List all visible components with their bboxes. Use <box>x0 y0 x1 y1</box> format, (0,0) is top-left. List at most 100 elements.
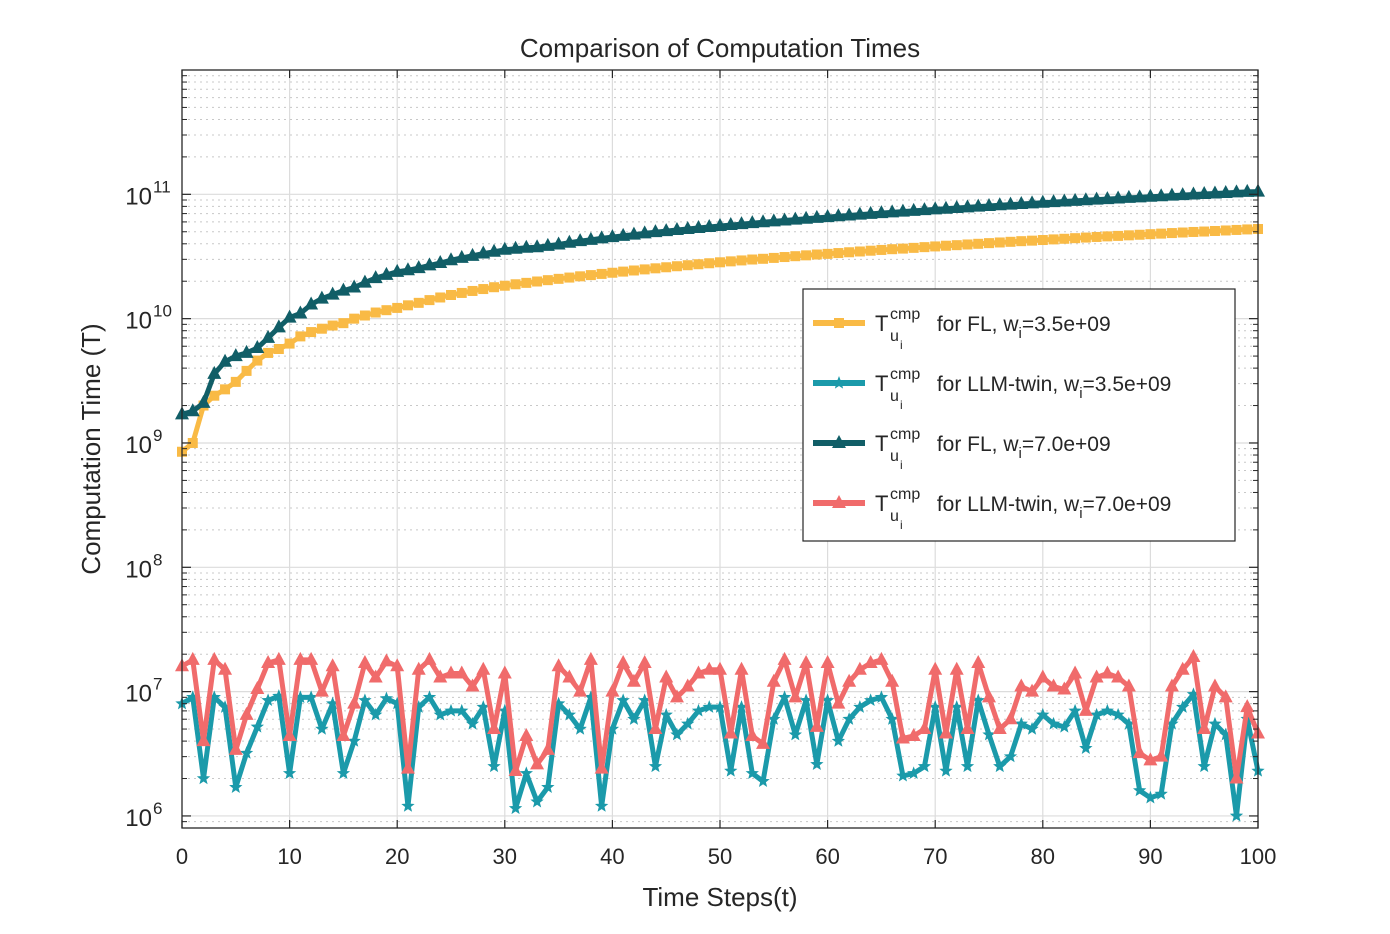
data-point <box>1199 226 1210 237</box>
data-point <box>1059 233 1070 244</box>
data-point <box>982 727 996 741</box>
data-point <box>1197 186 1212 200</box>
data-point <box>583 231 598 245</box>
data-point <box>218 353 233 367</box>
data-point <box>540 741 555 755</box>
data-point <box>1122 716 1136 730</box>
data-point <box>1229 184 1244 198</box>
data-point <box>1186 648 1201 662</box>
data-point <box>1037 235 1048 246</box>
data-point <box>1100 703 1115 717</box>
data-point <box>530 756 545 770</box>
data-point <box>411 661 426 675</box>
data-point <box>422 690 437 703</box>
data-point <box>799 693 813 707</box>
data-point <box>885 673 900 687</box>
data-point <box>370 307 381 318</box>
data-point <box>982 689 996 703</box>
data-point <box>605 722 620 735</box>
data-point <box>704 258 715 269</box>
y-tick-label: 10 <box>125 681 152 708</box>
data-point <box>992 197 1007 211</box>
data-point <box>960 199 975 213</box>
data-point <box>282 727 297 741</box>
data-point <box>756 774 770 787</box>
x-tick-label: 0 <box>176 844 188 869</box>
data-point <box>895 730 910 744</box>
data-point <box>756 214 771 228</box>
data-point <box>487 721 502 735</box>
data-point <box>594 230 609 244</box>
data-point <box>1197 759 1211 773</box>
data-point <box>1025 683 1040 697</box>
data-point <box>1143 752 1158 766</box>
data-point <box>745 727 760 741</box>
data-point <box>519 727 534 741</box>
legend-label-sup: cmp <box>890 366 920 383</box>
data-point <box>702 661 717 675</box>
data-point <box>1014 195 1029 209</box>
data-point <box>1078 702 1093 716</box>
data-point <box>573 683 588 697</box>
legend-label-sup: cmp <box>890 306 920 323</box>
data-point <box>284 338 295 349</box>
data-point <box>336 282 351 296</box>
data-point <box>465 678 480 692</box>
data-point <box>239 706 254 720</box>
data-point <box>659 707 673 721</box>
data-point <box>616 227 631 241</box>
data-point <box>1003 711 1018 725</box>
y-tick-label: 10 <box>125 432 152 459</box>
data-point <box>564 272 575 283</box>
x-tick-label: 30 <box>493 844 517 869</box>
data-point <box>713 661 727 675</box>
data-point <box>669 222 684 236</box>
data-point <box>930 241 941 252</box>
data-point <box>648 759 663 773</box>
data-point <box>575 271 586 282</box>
data-point <box>519 239 534 253</box>
data-point <box>368 669 383 683</box>
data-point <box>465 716 480 730</box>
data-point <box>1003 749 1018 763</box>
data-point <box>852 206 867 220</box>
data-point <box>1156 228 1167 239</box>
data-point <box>325 286 340 300</box>
legend-label-sub: u <box>890 448 899 465</box>
data-point <box>811 249 822 260</box>
data-point <box>971 654 986 668</box>
data-point <box>960 759 975 773</box>
data-point <box>745 215 760 229</box>
data-point <box>691 703 706 717</box>
y-tick-label: 10 <box>125 556 152 583</box>
data-point <box>756 735 771 749</box>
data-point <box>1209 226 1220 237</box>
data-point <box>734 661 749 675</box>
data-point <box>218 700 232 713</box>
data-point <box>272 689 286 702</box>
series-3 <box>175 183 1265 420</box>
data-point <box>1231 224 1242 235</box>
data-point <box>1068 192 1083 206</box>
data-point <box>196 733 211 747</box>
data-point <box>628 265 639 276</box>
data-point <box>917 759 932 773</box>
data-point <box>1145 229 1156 240</box>
legend-label-wsub: i <box>1019 325 1022 342</box>
data-point <box>1079 741 1093 754</box>
data-point <box>583 651 598 665</box>
legend-label-sup: cmp <box>890 486 920 503</box>
data-point <box>938 725 953 739</box>
data-point <box>1057 681 1072 695</box>
data-point <box>1143 790 1158 804</box>
data-point <box>357 654 372 668</box>
data-point <box>379 691 394 705</box>
data-point <box>627 712 641 725</box>
data-point <box>1220 225 1231 236</box>
data-point <box>992 721 1007 735</box>
data-point <box>229 780 243 793</box>
data-point <box>885 204 900 218</box>
data-point <box>530 794 544 808</box>
data-point <box>497 665 512 679</box>
data-point <box>962 239 973 250</box>
